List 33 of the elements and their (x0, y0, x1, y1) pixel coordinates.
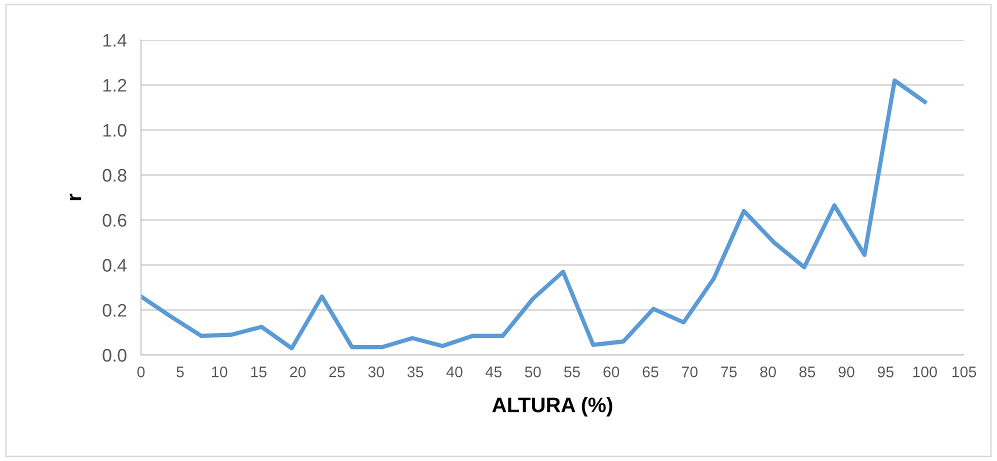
y-tick-label: 0.2 (102, 304, 126, 317)
x-tick-label: 35 (407, 366, 424, 378)
x-tick-label: 65 (642, 366, 658, 378)
y-tick-label: 1.0 (103, 124, 126, 137)
y-axis-title: r (70, 194, 82, 200)
x-tick-label: 95 (878, 366, 894, 378)
x-tick-label: 20 (290, 366, 306, 378)
x-tick-label: 50 (525, 366, 541, 378)
x-tick-label: 0 (137, 366, 145, 378)
x-tick-label: 90 (838, 366, 854, 378)
x-tick-label: 70 (682, 366, 698, 378)
y-tick-label: 1.4 (103, 34, 127, 47)
x-tick-label: 85 (799, 366, 816, 378)
y-tick-label: 0.6 (102, 214, 126, 227)
x-tick-label: 75 (721, 366, 737, 378)
x-tick-label: 105 (952, 366, 976, 378)
x-tick-label: 15 (251, 366, 266, 378)
y-tick-label: 0.4 (102, 258, 127, 272)
x-tick-label: 80 (760, 366, 776, 378)
x-axis-title: ALTURA (%) (492, 397, 612, 416)
x-tick-label: 60 (604, 366, 620, 378)
y-tick-label: 0.8 (102, 168, 126, 182)
x-tick-label: 30 (368, 366, 384, 378)
x-tick-label: 100 (913, 366, 937, 378)
x-tick-label: 25 (329, 366, 345, 378)
y-tick-label: 0.0 (102, 348, 126, 362)
line-series (141, 78, 927, 350)
y-tick-label: 1.2 (103, 78, 126, 92)
x-tick-label: 55 (564, 366, 580, 378)
x-tick-label: 45 (486, 366, 502, 378)
x-tick-label: 5 (176, 366, 184, 378)
x-tick-label: 40 (446, 366, 462, 378)
x-tick-label: 10 (212, 366, 228, 378)
